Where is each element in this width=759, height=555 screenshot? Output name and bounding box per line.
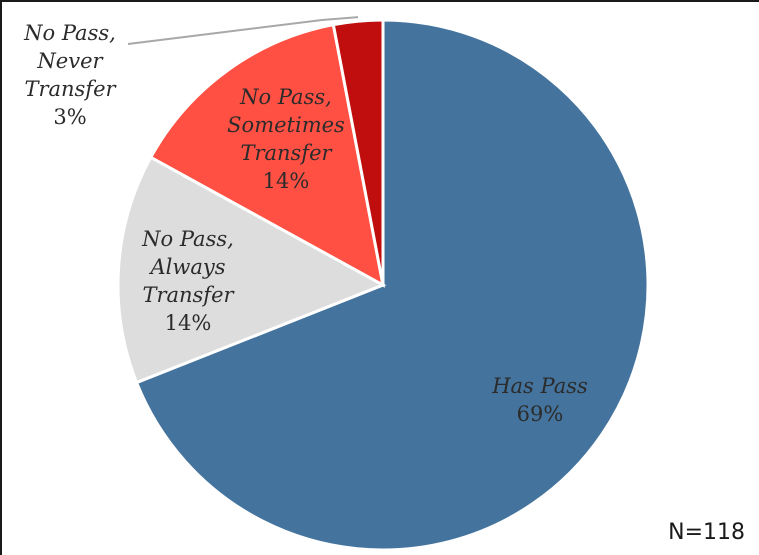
pie-slice-1 <box>116 155 387 385</box>
slice-label-line: Never <box>36 49 104 73</box>
slice-label-line: Transfer <box>24 77 117 101</box>
leader-line <box>127 16 359 45</box>
slice-label-line: 3% <box>53 105 86 129</box>
slice-label-line: Has Pass <box>491 374 588 398</box>
sample-size-note: N=118 <box>668 520 745 545</box>
pie-slice-0 <box>134 18 650 552</box>
slice-label-1: No Pass, Always Transfer 14% <box>141 227 235 335</box>
pie-slice-3 <box>331 18 385 286</box>
slice-label-line: Always <box>148 255 225 279</box>
slice-label-line: No Pass, <box>239 85 332 109</box>
slice-label-line: No Pass, <box>23 21 116 45</box>
slice-label-line: Transfer <box>240 141 333 165</box>
slice-label-line: 69% <box>517 402 564 426</box>
slice-label-3: No Pass, Never Transfer 3% <box>23 21 117 129</box>
slice-label-line: 14% <box>165 311 212 335</box>
pie-slice-2 <box>148 22 386 288</box>
slice-label-line: Sometimes <box>227 113 345 137</box>
slice-label-line: No Pass, <box>141 227 234 251</box>
slice-label-line: Transfer <box>142 283 235 307</box>
slice-label-line: 14% <box>263 169 310 193</box>
slice-label-0: Has Pass 69% <box>491 374 588 426</box>
slice-label-2: No Pass, Sometimes Transfer 14% <box>227 85 345 193</box>
